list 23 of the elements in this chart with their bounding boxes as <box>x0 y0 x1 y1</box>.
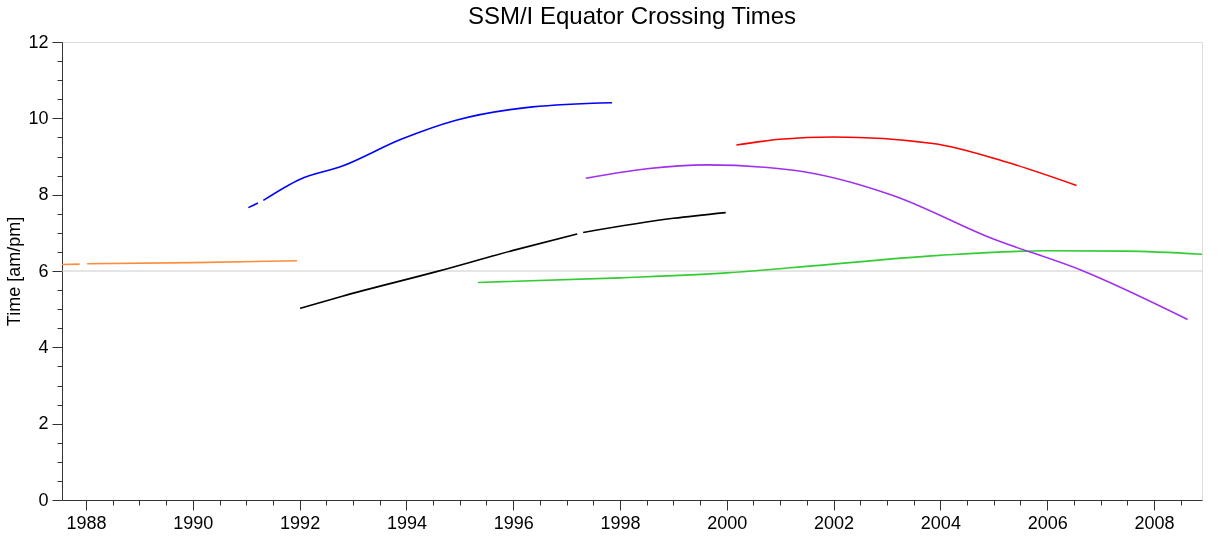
x-tick-label: 1990 <box>173 512 214 533</box>
y-tick-label: 6 <box>38 260 49 281</box>
x-tick-label: 2004 <box>920 512 961 533</box>
y-tick-label: 12 <box>28 31 49 52</box>
x-tick-label: 2002 <box>814 512 855 533</box>
y-tick-label: 2 <box>38 413 49 434</box>
line-series <box>477 249 1202 284</box>
y-tick-label: 8 <box>38 184 49 205</box>
x-tick-label: 2000 <box>707 512 748 533</box>
x-tick-label: 1994 <box>386 512 427 533</box>
y-tick-label: 0 <box>38 489 49 510</box>
y-tick-label: 10 <box>28 107 49 128</box>
x-tick-label: 1988 <box>66 512 107 533</box>
line-series <box>735 136 1078 187</box>
y-tick-label: 4 <box>38 336 49 357</box>
y-axis-title: Time [am/pm] <box>4 216 25 327</box>
line-series <box>585 164 1189 321</box>
x-tick-label: 2008 <box>1134 512 1175 533</box>
x-tick-label: 2006 <box>1027 512 1068 533</box>
x-tick-label: 1998 <box>600 512 641 533</box>
x-tick-label: 1996 <box>493 512 534 533</box>
x-tick-label: 1992 <box>280 512 321 533</box>
chart-title: SSM/I Equator Crossing Times <box>467 2 797 29</box>
